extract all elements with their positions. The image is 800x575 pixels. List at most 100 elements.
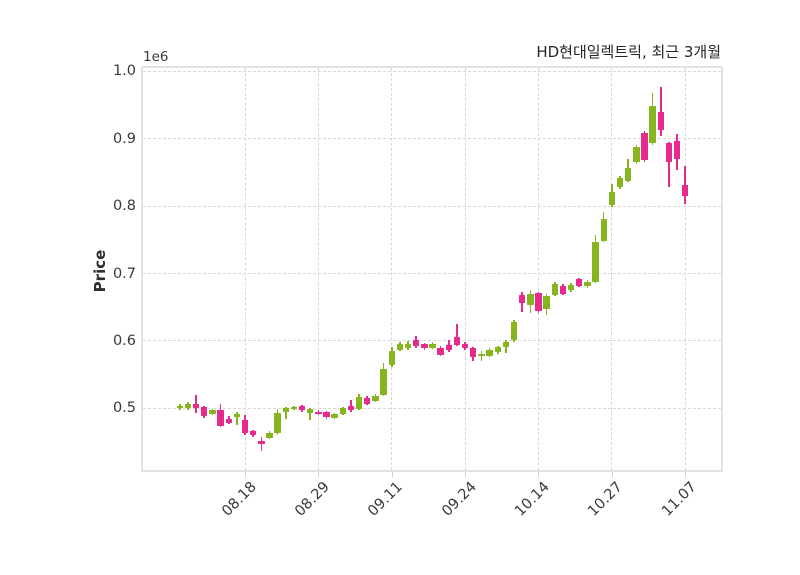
y-axis-offset-label: 1e6 (143, 49, 169, 65)
x-tick-label: 08.18 (218, 479, 260, 520)
candle-down (682, 184, 689, 197)
x-tick-mark (538, 472, 540, 477)
candle-up (510, 322, 518, 341)
candle-up (331, 414, 338, 418)
candle-up (633, 146, 640, 163)
x-gridline (611, 68, 613, 470)
x-tick-label: 10.27 (585, 479, 627, 520)
candle-up (551, 284, 558, 296)
candle-wick (195, 394, 197, 414)
candle-down (192, 404, 200, 408)
candle-wick (350, 400, 352, 412)
candle-down (665, 143, 673, 163)
y-tick-label: 0.5 (112, 400, 136, 417)
y-gridline (143, 138, 721, 140)
candle-up (592, 241, 599, 282)
candle-down (559, 286, 567, 294)
x-tick-mark (318, 472, 320, 477)
y-tick-label: 0.6 (112, 332, 136, 349)
y-gridline (143, 205, 721, 207)
candle-up (282, 408, 289, 412)
candle-down (298, 406, 306, 411)
candle-down (225, 418, 232, 423)
y-gridline (143, 340, 721, 342)
y-gridline (143, 273, 721, 275)
candle-wick (236, 411, 238, 426)
x-tick-label: 09.11 (365, 479, 407, 520)
candle-down (315, 411, 322, 414)
candle-down (421, 344, 428, 349)
candle-wick (456, 324, 458, 347)
y-tick-label: 1.0 (112, 63, 136, 80)
candle-up (355, 396, 363, 410)
y-gridline (143, 407, 721, 409)
x-tick-label: 10.14 (512, 479, 553, 520)
candle-up (527, 294, 534, 305)
candle-up (608, 191, 616, 206)
x-tick-mark (465, 472, 467, 477)
x-tick-mark (685, 472, 687, 477)
candle-up (339, 408, 347, 414)
y-tick-label: 0.7 (112, 265, 136, 282)
candle-down (470, 348, 477, 358)
candle-up (478, 353, 485, 357)
candle-down (249, 431, 257, 436)
candle-down (241, 419, 249, 434)
candle-down (364, 397, 371, 404)
candle-down (576, 278, 583, 286)
candle-up (274, 413, 281, 434)
x-tick-label: 11.07 (658, 479, 700, 520)
candle-up (543, 296, 550, 309)
candle-down (258, 440, 265, 445)
candle-up (266, 433, 273, 439)
x-tick-label: 08.29 (292, 479, 333, 520)
candle-wick (659, 87, 662, 136)
candle-down (641, 133, 648, 160)
candle-wick (284, 407, 287, 419)
candle-up (233, 413, 241, 418)
x-gridline (464, 68, 466, 470)
candle-up (584, 281, 591, 286)
candle-up (649, 105, 656, 144)
candle-up (184, 403, 192, 409)
candle-up (600, 218, 607, 241)
candle-down (201, 407, 208, 417)
candle-down (445, 345, 452, 351)
x-gridline (244, 68, 246, 470)
candle-up (624, 168, 632, 181)
x-gridline (391, 68, 393, 470)
candle-up (567, 285, 575, 290)
x-gridline (317, 68, 319, 470)
candle-up (307, 409, 314, 414)
x-gridline (684, 68, 686, 470)
candle-down (453, 336, 461, 345)
candle-up (380, 368, 387, 395)
y-gridline (143, 70, 721, 72)
candle-down (347, 406, 355, 411)
candle-down (518, 295, 526, 304)
candle-up (209, 410, 216, 414)
candle-up (404, 344, 412, 348)
candle-down (673, 140, 681, 159)
candle-down (535, 293, 542, 312)
x-gridline (537, 68, 539, 470)
candlestick-plot-area (141, 66, 723, 472)
candle-wick (309, 407, 312, 420)
candle-down (217, 410, 224, 426)
candle-up (616, 178, 624, 188)
x-tick-label: 09.24 (438, 479, 480, 520)
x-tick-mark (391, 472, 393, 477)
candle-up (429, 343, 436, 348)
candle-up (290, 407, 298, 410)
candle-down (461, 343, 469, 349)
candle-down (437, 347, 444, 356)
y-tick-label: 0.9 (112, 130, 136, 147)
candle-up (372, 395, 379, 401)
candle-wick (668, 142, 670, 188)
candle-up (388, 351, 395, 366)
candle-up (396, 343, 404, 350)
x-tick-mark (245, 472, 247, 477)
y-tick-label: 0.8 (112, 198, 136, 215)
candle-wick (480, 351, 483, 362)
